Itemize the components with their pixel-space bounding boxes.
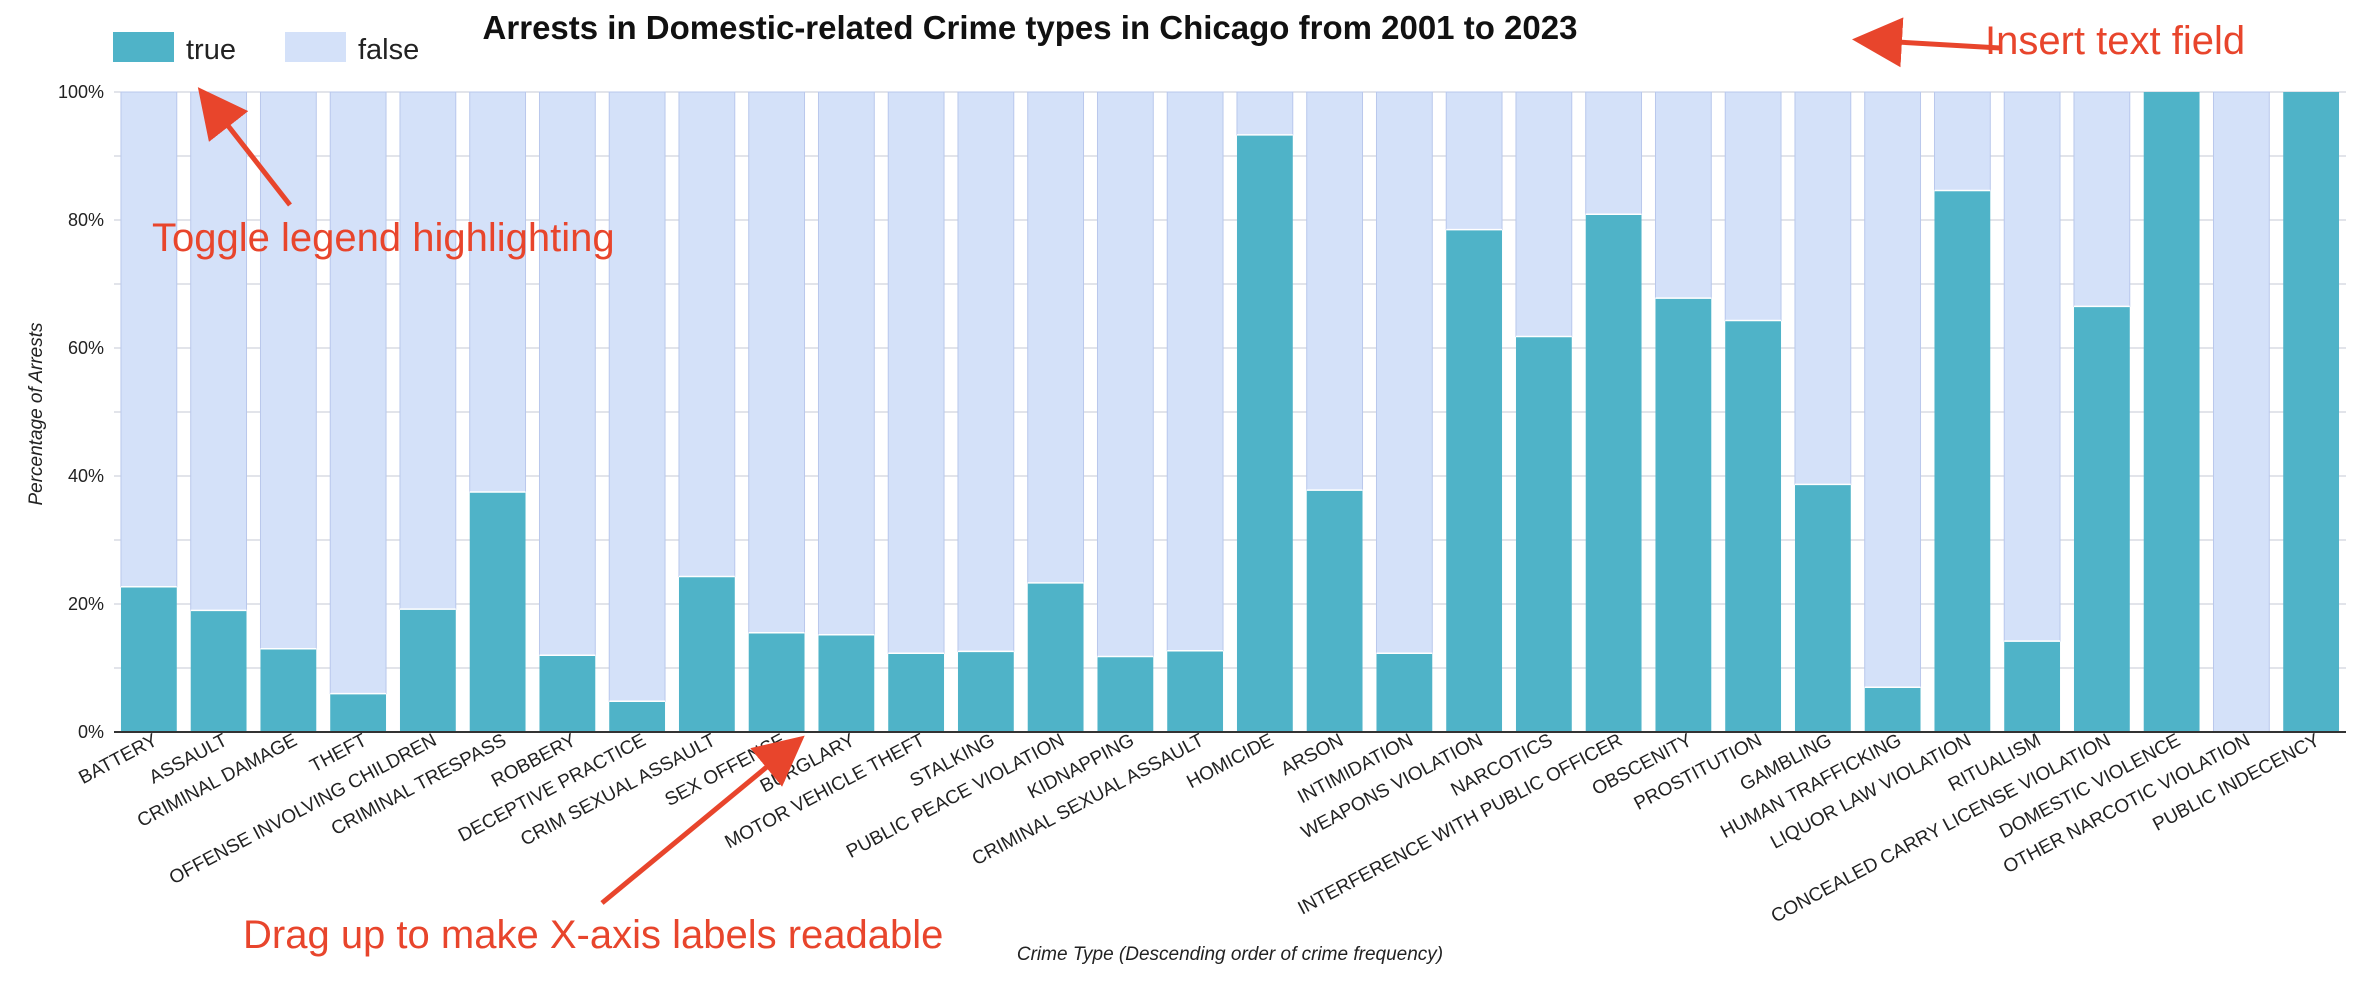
bar-false bbox=[1794, 91, 1852, 485]
bar-true bbox=[1934, 190, 1991, 732]
bar-true bbox=[678, 576, 735, 732]
bar-false bbox=[957, 91, 1015, 652]
bar-true bbox=[2283, 92, 2340, 732]
bar-false bbox=[259, 91, 317, 650]
bar-true bbox=[1655, 298, 1712, 732]
bar-true bbox=[190, 610, 247, 732]
annotation-drag-up: Drag up to make X-axis labels readable bbox=[243, 735, 943, 957]
annotation-insert-text: Insert text field bbox=[1852, 17, 2245, 68]
bar-true bbox=[1376, 653, 1433, 732]
bar-true bbox=[2143, 92, 2200, 732]
annotation-drag-up-label: Drag up to make X-axis labels readable bbox=[243, 913, 943, 957]
y-tick-label: 0% bbox=[78, 722, 104, 742]
bar-true bbox=[1794, 484, 1851, 732]
annotation-insert-text-label: Insert text field bbox=[1985, 19, 2245, 63]
bar-true bbox=[1097, 656, 1154, 732]
bar-false bbox=[1654, 91, 1712, 299]
bar-false bbox=[608, 91, 666, 702]
y-axis-ticks: 0% 20% 40% 60% 80% 100% bbox=[58, 82, 104, 742]
bar-true bbox=[1167, 650, 1224, 732]
bar-false bbox=[2003, 91, 2061, 642]
bar-false bbox=[2212, 91, 2270, 733]
bar-false bbox=[538, 91, 596, 656]
y-tick-label: 60% bbox=[68, 338, 104, 358]
annotation-arrow-drag-up bbox=[600, 735, 805, 905]
bar-true bbox=[2073, 306, 2130, 732]
bar-false bbox=[120, 91, 178, 588]
bar-true bbox=[1306, 490, 1363, 732]
legend[interactable]: true false bbox=[113, 32, 419, 66]
bar-false bbox=[1933, 91, 1991, 192]
bar-false bbox=[1585, 91, 1643, 215]
bar-false bbox=[1724, 91, 1782, 321]
legend-label-true[interactable]: true bbox=[186, 34, 236, 66]
legend-label-false[interactable]: false bbox=[358, 34, 419, 66]
bar-true bbox=[1725, 320, 1782, 732]
annotation-toggle-legend: Toggle legend highlighting bbox=[152, 87, 615, 260]
bar-false bbox=[399, 91, 457, 610]
bar-true bbox=[469, 492, 526, 732]
bar-true bbox=[2004, 641, 2061, 732]
annotation-arrow-toggle-legend bbox=[197, 87, 292, 207]
y-axis-label: Percentage of Arrests bbox=[26, 322, 47, 506]
bar-false bbox=[1864, 91, 1922, 688]
bar-false bbox=[1027, 91, 1085, 584]
bar-false bbox=[817, 91, 875, 636]
bar-false bbox=[2073, 91, 2131, 307]
bars bbox=[120, 91, 2340, 733]
y-tick-label: 40% bbox=[68, 466, 104, 486]
legend-swatch-true[interactable] bbox=[113, 32, 174, 62]
bar-false bbox=[190, 91, 248, 611]
bar-true bbox=[1515, 336, 1572, 732]
bar-true bbox=[1236, 134, 1293, 732]
bar-true bbox=[818, 634, 875, 732]
bar-true bbox=[1027, 582, 1084, 732]
bar-true bbox=[748, 632, 805, 732]
bar-false bbox=[1445, 91, 1503, 231]
bar-true bbox=[260, 648, 317, 732]
y-tick-label: 80% bbox=[68, 210, 104, 230]
bar-true bbox=[1864, 687, 1921, 732]
bar-true bbox=[609, 701, 666, 732]
bar-false bbox=[469, 91, 527, 493]
y-tick-label: 20% bbox=[68, 594, 104, 614]
bar-false bbox=[1166, 91, 1224, 652]
annotation-arrow-insert-text bbox=[1852, 17, 2001, 68]
y-tick-label: 100% bbox=[58, 82, 104, 102]
bar-true bbox=[888, 653, 945, 732]
bar-true bbox=[1585, 214, 1642, 733]
x-axis-label: Crime Type (Descending order of crime fr… bbox=[1017, 944, 1443, 965]
bar-false bbox=[678, 91, 736, 577]
bar-true bbox=[120, 586, 177, 732]
bar-false bbox=[1515, 91, 1573, 337]
bar-false bbox=[1306, 91, 1364, 491]
bar-true bbox=[1446, 229, 1503, 732]
legend-swatch-false[interactable] bbox=[285, 32, 346, 62]
bar-true bbox=[957, 651, 1014, 732]
bar-false bbox=[1236, 91, 1294, 136]
bar-false bbox=[1375, 91, 1433, 654]
bar-false bbox=[748, 91, 806, 634]
legend-item-true[interactable]: true bbox=[113, 32, 236, 66]
chart-title[interactable]: Arrests in Domestic-related Crime types … bbox=[483, 9, 1578, 46]
bar-true bbox=[539, 655, 596, 732]
bar-false bbox=[887, 91, 945, 654]
legend-item-false[interactable]: false bbox=[285, 32, 419, 66]
bar-false bbox=[1096, 91, 1154, 657]
bar-false bbox=[329, 91, 387, 695]
annotation-toggle-legend-label: Toggle legend highlighting bbox=[152, 216, 615, 260]
bar-true bbox=[399, 609, 456, 732]
bar-true bbox=[330, 693, 387, 732]
